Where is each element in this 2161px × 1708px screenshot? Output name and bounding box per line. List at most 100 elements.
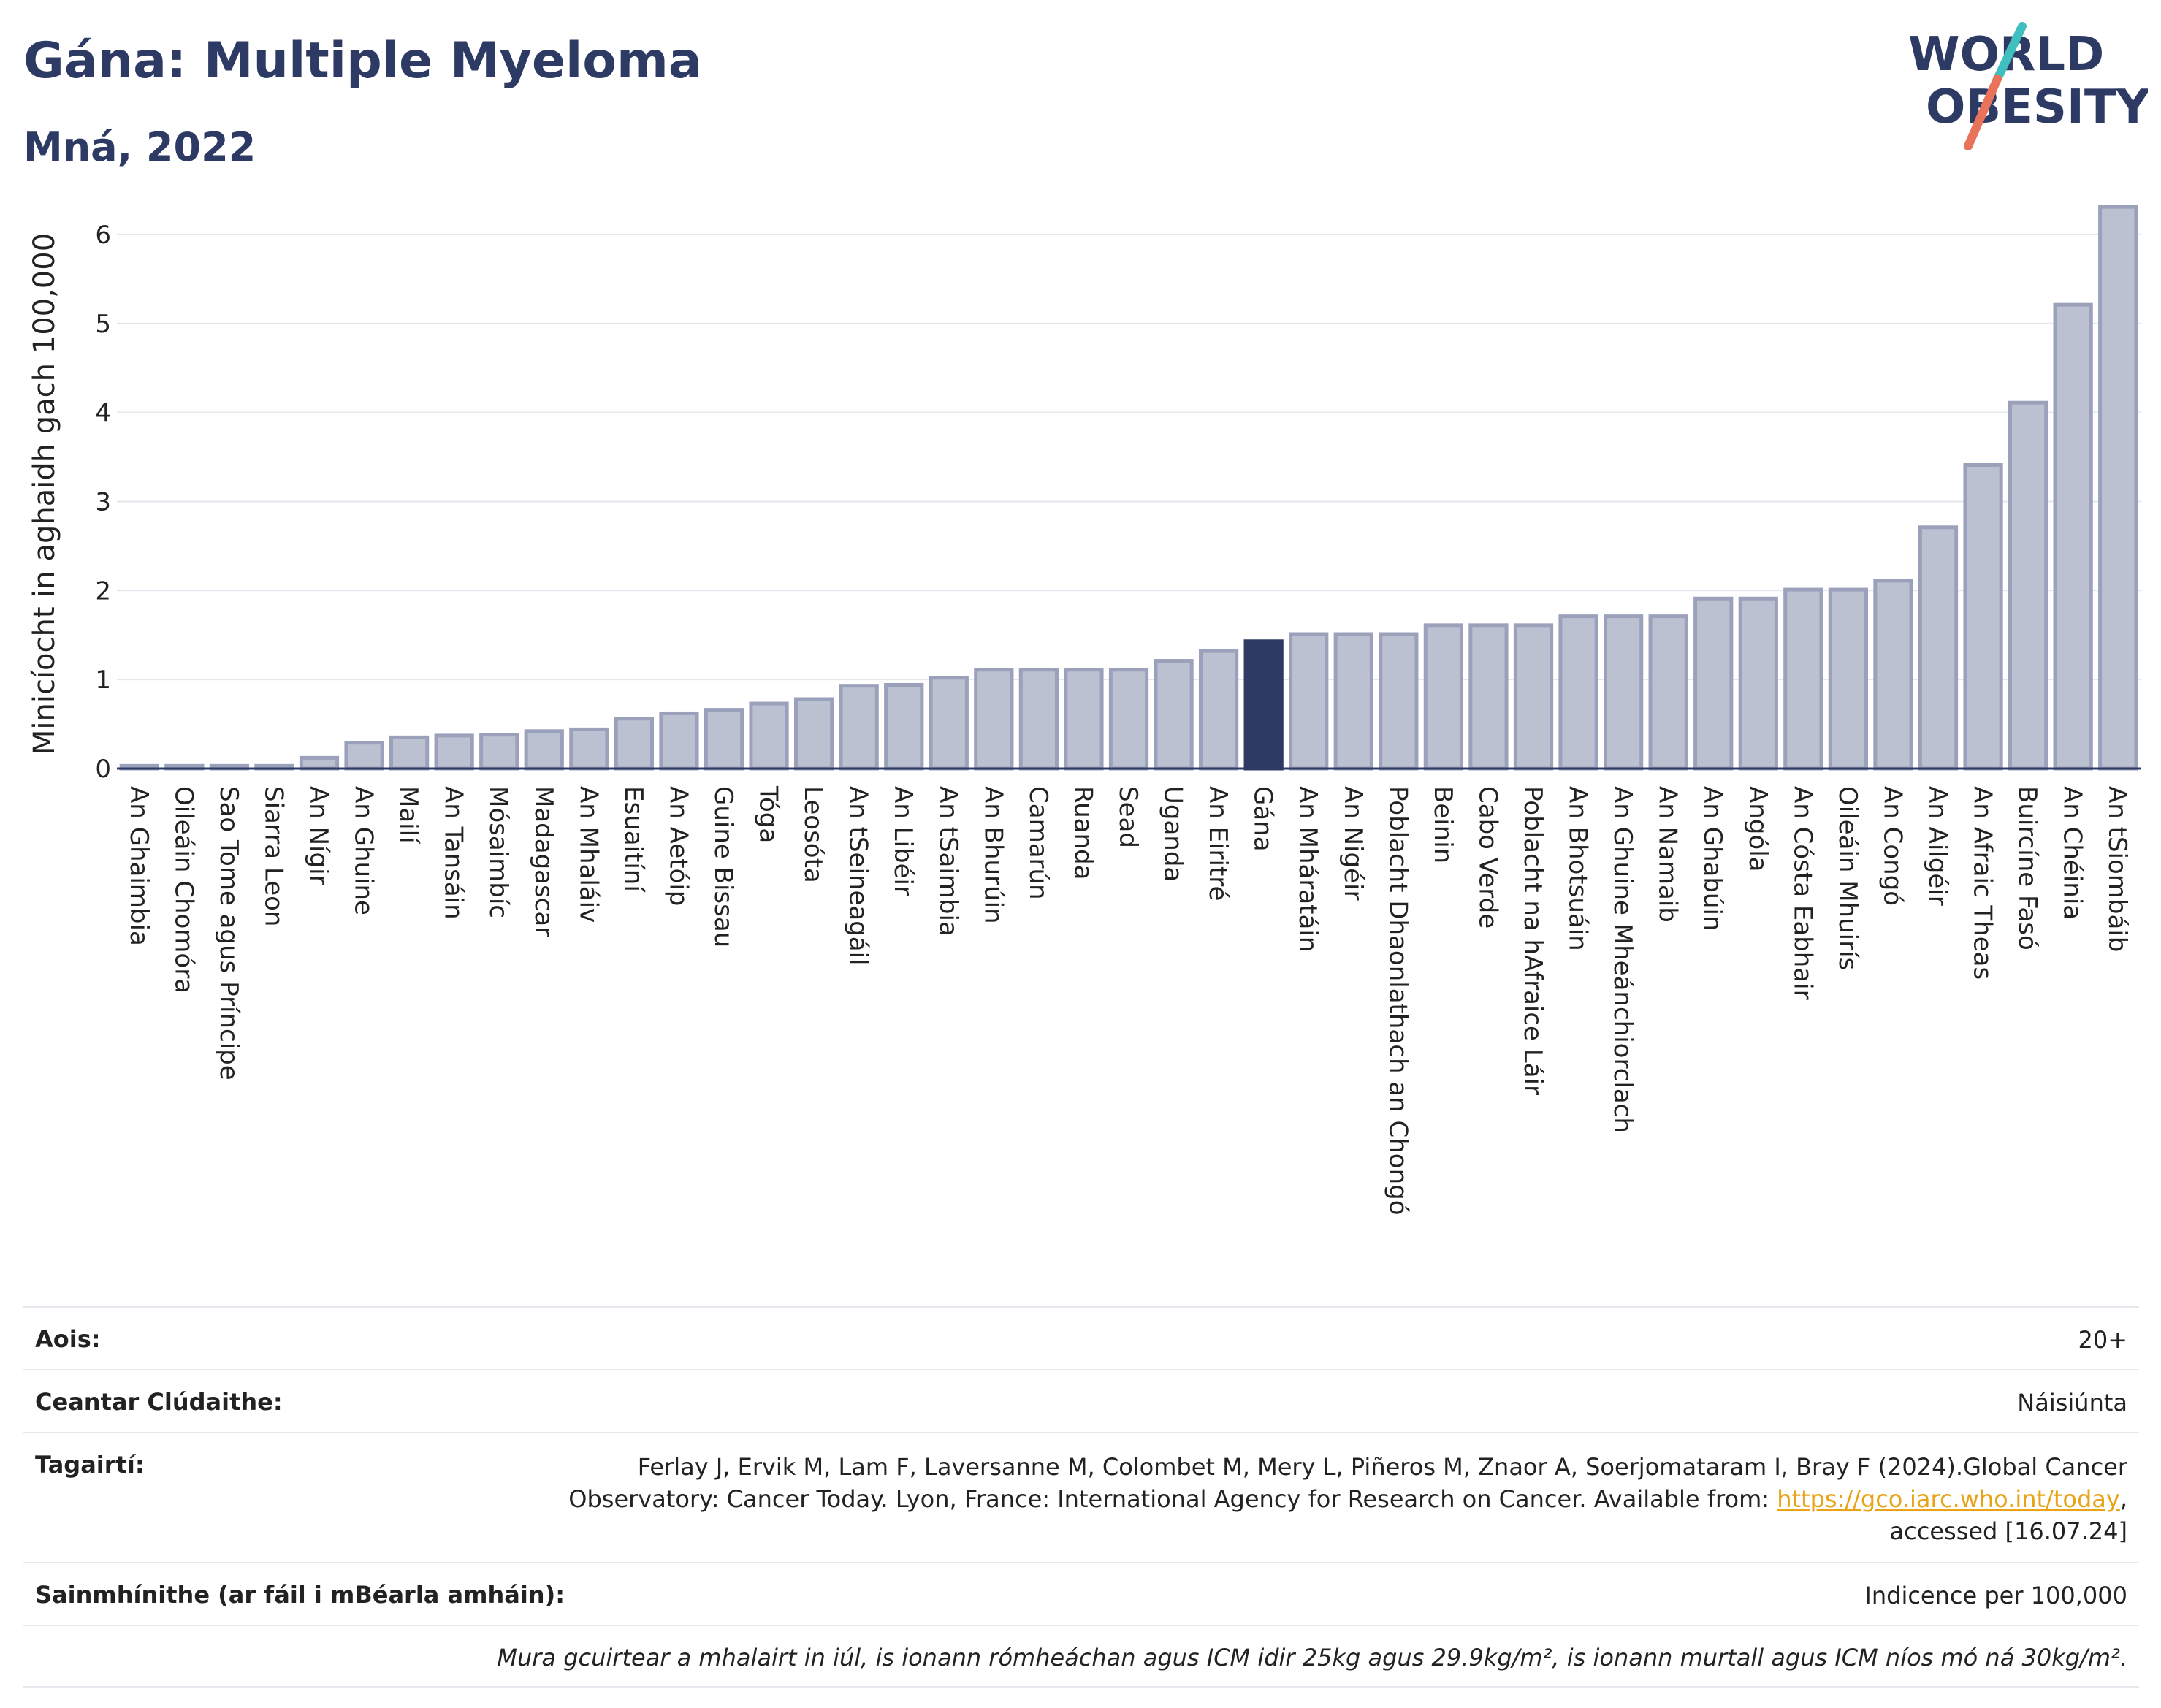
y-tick-label: 5 — [95, 310, 111, 339]
x-tick-label: Sao Tome agus Príncipe — [214, 786, 243, 1080]
bar — [344, 741, 384, 771]
logo-slash-coral — [1964, 75, 2002, 150]
references-link[interactable]: https://gco.iarc.who.int/today — [1777, 1485, 2120, 1513]
x-tick-label: Cabo Verde — [1473, 786, 1502, 929]
page-subtitle: Mná, 2022 — [23, 124, 256, 170]
references-line-2: Observatory: Cancer Today. Lyon, France:… — [568, 1483, 2127, 1515]
x-tick-label: Poblacht Dhaonlathach an Chongó — [1383, 786, 1412, 1216]
bar — [793, 697, 834, 771]
bar — [2053, 302, 2093, 771]
x-tick-label: An Nigéir — [1338, 786, 1368, 900]
x-tick-label: Siarra Leon — [259, 786, 288, 926]
logo-slash-teal — [1993, 22, 2027, 83]
bar — [1693, 596, 1734, 771]
x-tick-label: Ruanda — [1068, 786, 1097, 880]
x-tick-label: An Mhaláiv — [573, 786, 603, 923]
x-tick-label: Mailí — [394, 786, 423, 845]
bar — [839, 684, 879, 771]
references-line-2-text: Observatory: Cancer Today. Lyon, France:… — [568, 1485, 1777, 1513]
bar — [1198, 649, 1239, 771]
bar — [1783, 587, 1823, 771]
x-tick-label: Uganda — [1159, 786, 1188, 882]
bar — [1333, 632, 1373, 771]
x-tick-label: An Namaib — [1653, 786, 1682, 923]
y-tick-label: 1 — [95, 666, 111, 695]
bar — [1243, 639, 1284, 771]
x-tick-label: An tSiombáib — [2103, 786, 2132, 952]
bar — [1828, 587, 1869, 771]
info-row-note: Mura gcuirtear a mhalairt in iúl, is ion… — [23, 1625, 2139, 1688]
bar — [1873, 579, 1913, 771]
footnote: Mura gcuirtear a mhalairt in iúl, is ion… — [497, 1644, 2127, 1671]
info-table: Aois: 20+ Ceantar Clúdaithe: Náisiúnta T… — [23, 1306, 2139, 1688]
definitions-label: Sainmhínithe (ar fáil i mBéarla amháin): — [35, 1581, 565, 1609]
bar — [1963, 463, 2003, 771]
bar — [1513, 623, 1554, 771]
bar — [974, 668, 1014, 771]
bar — [1154, 659, 1194, 771]
x-tick-label: Mósaimbíc — [484, 786, 513, 918]
bar — [1379, 632, 1419, 771]
bar — [1918, 525, 1959, 771]
x-tick-label: Oileáin Chomóra — [169, 786, 198, 994]
x-tick-label: Camarún — [1024, 786, 1053, 900]
x-axis-labels: An Ghaimbia Oileáin Chomóra Sao Tome agus … — [124, 785, 2132, 1216]
bar — [2008, 400, 2048, 771]
x-tick-label: Gána — [1249, 786, 1278, 852]
x-tick-label: An Libéir — [888, 786, 918, 896]
y-tick-label: 3 — [95, 487, 111, 516]
info-row-coverage: Ceantar Clúdaithe: Náisiúnta — [23, 1369, 2139, 1432]
x-tick-label: An Bhotsuáin — [1563, 786, 1593, 951]
x-tick-label: Angóla — [1743, 786, 1772, 872]
x-tick-label: An Tansáin — [439, 786, 468, 920]
bar — [1423, 623, 1464, 771]
x-tick-label: An Nígir — [304, 786, 333, 885]
bar — [884, 682, 924, 771]
x-tick-label: An Ghuine Mheánchiorclach — [1608, 786, 1637, 1133]
y-tick-label: 6 — [95, 221, 111, 250]
x-tick-label: An Ghaimbia — [124, 786, 153, 946]
bar — [614, 717, 655, 771]
info-row-definitions: Sainmhínithe (ar fáil i mBéarla amháin):… — [23, 1562, 2139, 1625]
y-axis-title: Minicíocht in aghaidh gach 100,000 — [28, 233, 61, 755]
bar — [1018, 668, 1059, 771]
bar — [1468, 623, 1509, 771]
x-tick-label: An Mháratáin — [1293, 786, 1322, 952]
logo-line-obesity: OBESITY — [1926, 80, 2148, 134]
info-row-references: Tagairtí: Ferlay J, Ervik M, Lam F, Lave… — [23, 1432, 2139, 1562]
age-value: 20+ — [2078, 1326, 2127, 1354]
x-tick-label: Madagascar — [529, 786, 558, 937]
page-title: Gána: Multiple Myeloma — [23, 32, 702, 90]
y-tick-label: 2 — [95, 576, 111, 606]
x-tick-label: An Chéinia — [2058, 786, 2087, 920]
bar — [434, 733, 474, 771]
bar — [2098, 205, 2138, 771]
bar — [1648, 614, 1688, 771]
x-tick-label: Buircíne Fasó — [2013, 786, 2042, 950]
y-axis-ticks: 0 1 2 3 4 5 6 — [95, 221, 111, 784]
y-tick-label: 0 — [95, 755, 111, 784]
x-tick-label: An Aetóip — [663, 786, 693, 906]
info-row-age: Aois: 20+ — [23, 1306, 2139, 1369]
bar — [1108, 668, 1149, 771]
bar — [704, 708, 744, 771]
bars — [119, 205, 2138, 771]
x-tick-label: An Afraic Theas — [1968, 786, 1997, 980]
x-tick-label: An Ghabúin — [1698, 786, 1727, 931]
bar — [929, 676, 969, 771]
x-tick-label: An Ghuine — [349, 786, 378, 915]
bar — [1558, 614, 1598, 771]
references-line-3: accessed [16.07.24] — [1889, 1517, 2127, 1545]
x-tick-label: An Cósta Eabhair — [1788, 786, 1817, 1000]
x-tick-label: Tóga — [754, 785, 783, 843]
x-tick-label: Oileáin Mhuirís — [1833, 786, 1862, 970]
x-tick-label: An Congó — [1878, 786, 1907, 906]
references-line-2-end: , — [2119, 1485, 2127, 1513]
age-label: Aois: — [35, 1325, 101, 1353]
x-tick-label: An tSaimbia — [934, 786, 963, 937]
coverage-label: Ceantar Clúdaithe: — [35, 1388, 283, 1416]
bar — [1064, 668, 1104, 771]
x-tick-label: Guine Bissau — [709, 786, 738, 948]
x-tick-label: An Eiritré — [1203, 786, 1232, 901]
bar — [389, 735, 430, 771]
